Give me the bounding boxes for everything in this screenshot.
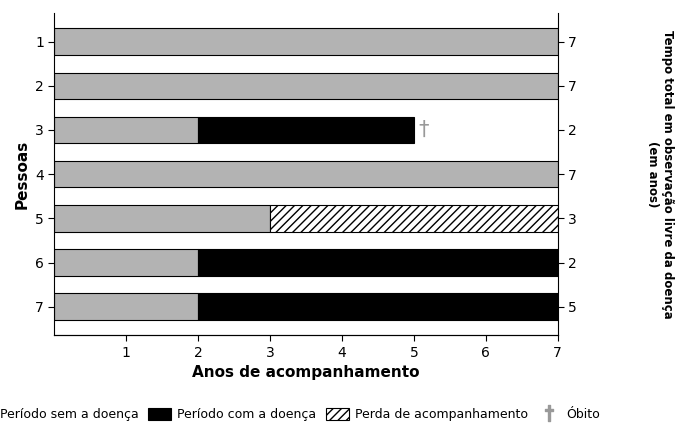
Text: †: † bbox=[418, 120, 428, 140]
Bar bbox=[54, 28, 558, 55]
Bar bbox=[54, 249, 198, 276]
Bar bbox=[54, 73, 558, 99]
Bar bbox=[198, 249, 558, 276]
Y-axis label: Pessoas: Pessoas bbox=[14, 139, 29, 209]
Bar bbox=[54, 117, 198, 143]
X-axis label: Anos de acompanhamento: Anos de acompanhamento bbox=[192, 366, 420, 381]
Bar bbox=[198, 293, 558, 320]
Bar bbox=[54, 205, 270, 232]
Bar bbox=[270, 205, 558, 232]
Y-axis label: Tempo total em observação livre da doença
(em anos): Tempo total em observação livre da doenç… bbox=[646, 30, 674, 319]
Bar bbox=[54, 293, 198, 320]
Bar bbox=[198, 117, 414, 143]
Bar bbox=[54, 161, 558, 187]
Legend: Período sem a doença, Período com a doença, Perda de acompanhamento, Óbito: Período sem a doença, Período com a doen… bbox=[0, 406, 603, 424]
